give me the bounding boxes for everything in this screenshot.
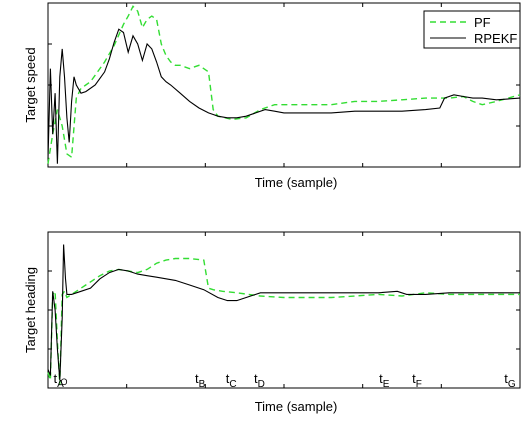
legend-label-pf: PF (474, 15, 491, 30)
heading-panel: tAO tB tC tD tE tF tG Time (sample) Target hea… (23, 232, 520, 414)
event-label-e: tE (379, 371, 390, 390)
speed-ylabel: Target speed (23, 47, 38, 122)
event-label-b: tB (195, 371, 206, 390)
speed-xlabel: Time (sample) (255, 175, 338, 190)
legend-label-rpekf: RPEKF (474, 31, 517, 46)
event-label-d: tD (254, 371, 265, 390)
event-label-c: tC (226, 371, 237, 390)
speed-series-rpekf (48, 29, 520, 164)
heading-axis-ticks (48, 232, 520, 388)
heading-event-labels: tAO tB tC tD tE tF tG (53, 371, 515, 390)
event-label-f: tF (412, 371, 422, 390)
heading-ylabel: Target heading (23, 267, 38, 353)
heading-plot-frame (48, 232, 520, 388)
heading-series-rpekf (48, 245, 520, 381)
heading-series-pf (48, 259, 520, 385)
speed-panel: Time (sample) Target speed PF RPEKF (23, 3, 520, 190)
event-label-extra: O (60, 377, 67, 387)
event-label-g: tG (504, 371, 516, 390)
heading-xlabel: Time (sample) (255, 399, 338, 414)
legend: PF RPEKF (424, 11, 520, 48)
